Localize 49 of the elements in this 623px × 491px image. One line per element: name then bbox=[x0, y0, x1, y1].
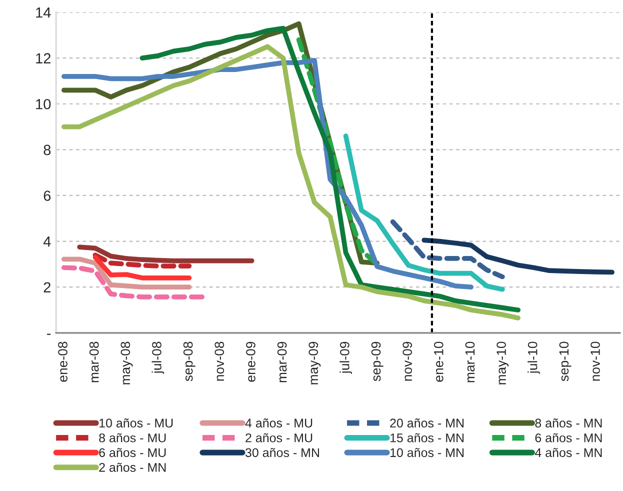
legend-label: 6 años - MN bbox=[535, 433, 602, 442]
line-series bbox=[61, 265, 208, 300]
line-series bbox=[77, 244, 254, 264]
x-tick-label: jul-09 bbox=[340, 342, 352, 374]
x-tick-label: sep-10 bbox=[559, 342, 572, 382]
x-tick-label: mar-10 bbox=[465, 342, 475, 382]
x-tick-label: sep-09 bbox=[371, 342, 384, 382]
x-tick-label: ene-09 bbox=[246, 342, 256, 382]
line-series bbox=[390, 219, 505, 280]
x-tick-label: nov-09 bbox=[402, 342, 412, 381]
legend-label: 8 años - MU bbox=[99, 433, 166, 442]
x-tick-label: may-08 bbox=[120, 342, 133, 384]
legend-label: 10 años - MN bbox=[390, 448, 464, 458]
legend-label: 20 años - MN bbox=[390, 418, 464, 428]
legend-label: 2 años - MU bbox=[246, 433, 312, 442]
legend-label: 4 años - MN bbox=[534, 448, 602, 458]
x-tick-label: may-09 bbox=[308, 342, 321, 384]
line-series bbox=[343, 134, 505, 292]
line-series bbox=[140, 26, 521, 312]
y-tick-label: 4 bbox=[43, 236, 51, 247]
legend-label: 6 años - MU bbox=[99, 448, 166, 458]
y-tick-label: 10 bbox=[36, 98, 51, 110]
x-tick-label: sep-08 bbox=[183, 342, 196, 382]
y-tick-label: 2 bbox=[44, 282, 50, 292]
x-tick-label: may-10 bbox=[496, 342, 509, 384]
y-tick-label: 6 bbox=[44, 190, 51, 201]
y-tick-label: - bbox=[47, 334, 51, 335]
x-tick-label: jul-10 bbox=[528, 342, 540, 374]
legend-label: 8 años - MN bbox=[535, 418, 602, 428]
y-tick-label: 8 bbox=[44, 144, 51, 156]
x-tick-label: mar-08 bbox=[89, 342, 99, 382]
line-series bbox=[422, 238, 614, 275]
legend-label: 10 años - MU bbox=[100, 418, 173, 428]
x-tick-label: ene-08 bbox=[58, 342, 68, 382]
x-tick-label: jul-08 bbox=[152, 342, 164, 374]
x-tick-label: mar-09 bbox=[277, 342, 287, 382]
x-tick-label: nov-08 bbox=[214, 342, 224, 381]
line-series bbox=[61, 44, 521, 320]
x-tick-label: nov-10 bbox=[590, 342, 600, 381]
y-tick-label: 14 bbox=[36, 8, 51, 18]
legend-label: 15 años - MN bbox=[390, 433, 464, 442]
legend-label: 30 años - MN bbox=[245, 448, 319, 458]
y-tick-label: 12 bbox=[36, 53, 50, 64]
x-tick-label: ene-10 bbox=[434, 342, 444, 382]
legend-label: 4 años - MU bbox=[245, 418, 312, 428]
line-series bbox=[61, 256, 192, 290]
line-series bbox=[92, 252, 192, 268]
legend-label: 2 años - MN bbox=[99, 462, 166, 472]
line-series bbox=[92, 254, 192, 280]
